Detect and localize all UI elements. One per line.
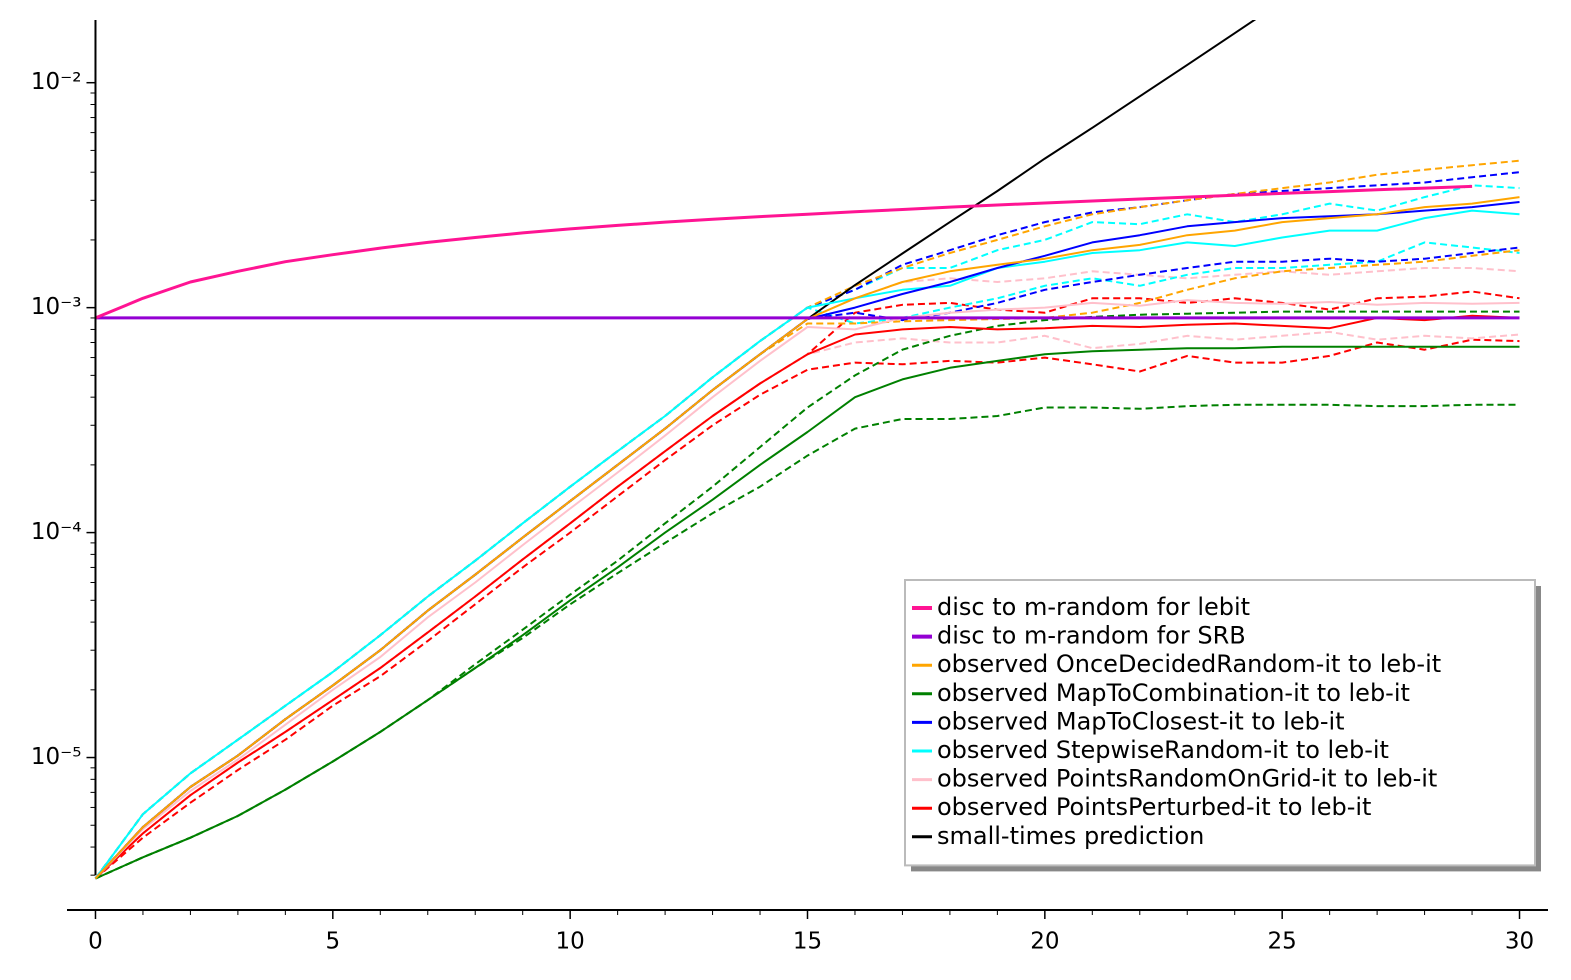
x-tick-label: 30: [1505, 929, 1534, 955]
series-line: [94, 184, 1473, 320]
series-line: [94, 209, 1520, 880]
series-line: [94, 299, 1520, 880]
legend-label: disc to m-random for SRB: [937, 622, 1246, 650]
legend-label: observed PointsRandomOnGrid-it to leb-it: [937, 765, 1437, 793]
series-line: [94, 314, 1520, 880]
y-tick-label: 10⁻⁵: [31, 744, 82, 770]
legend-label: observed OnceDecidedRandom-it to leb-it: [937, 650, 1441, 678]
legend-label: disc to m-random for lebit: [937, 593, 1250, 621]
x-tick-label: 10: [556, 929, 585, 955]
dashed-series-line: [94, 338, 1520, 880]
dashed-series-line: [94, 249, 1520, 880]
series-line: [95, 345, 1520, 880]
x-tick-label: 15: [793, 929, 822, 955]
y-tick-label: 10⁻²: [31, 69, 82, 95]
x-tick-label: 20: [1030, 929, 1059, 955]
x-tick-label: 0: [88, 929, 103, 955]
legend-label: observed MapToClosest-it to leb-it: [937, 707, 1345, 735]
axes: 0 5 10 15 20 25 30 10⁻⁵ 10⁻⁴ 10⁻³ 10⁻²: [31, 20, 1548, 955]
plot-area: [94, 20, 1520, 880]
y-tick-label: 10⁻³: [31, 294, 82, 320]
legend-label: observed StepwiseRandom-it to leb-it: [937, 736, 1389, 764]
x-tick-label: 25: [1268, 929, 1297, 955]
legend-label: small-times prediction: [937, 822, 1204, 850]
legend-label: observed PointsPerturbed-it to leb-it: [937, 793, 1371, 821]
legend-label: observed MapToCombination-it to leb-it: [937, 679, 1410, 707]
x-tick-label: 5: [326, 929, 341, 955]
y-tick-label: 10⁻⁴: [31, 519, 82, 545]
legend-box: [904, 579, 1536, 867]
